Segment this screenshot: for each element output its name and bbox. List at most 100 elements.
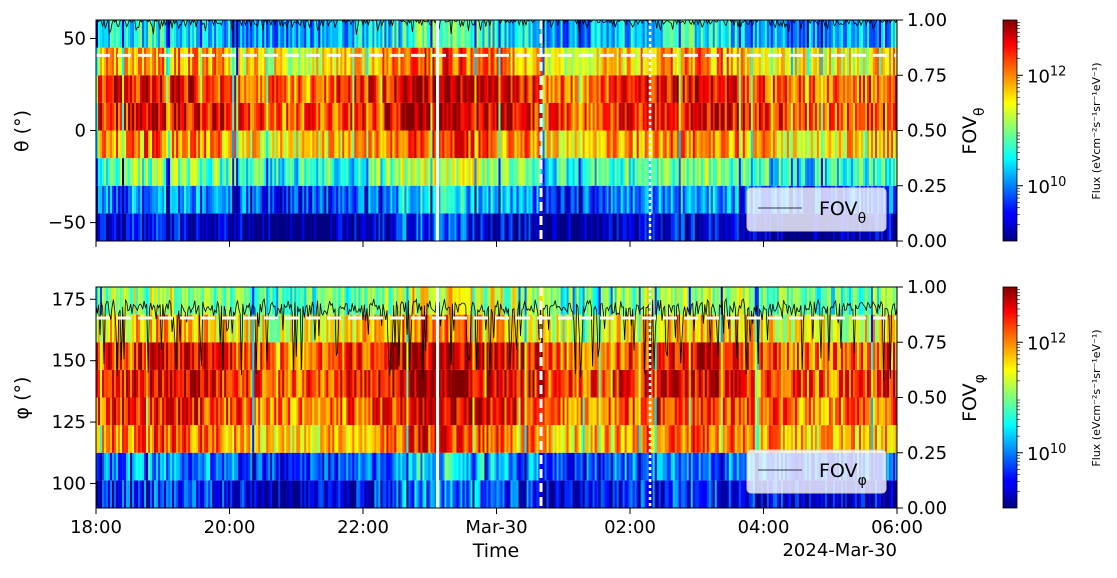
heatmap-cell xyxy=(482,213,485,241)
heatmap-cell xyxy=(106,369,109,398)
heatmap-cell xyxy=(578,185,581,214)
heatmap-cell xyxy=(454,102,457,131)
heatmap-cell xyxy=(478,75,481,103)
heatmap-cell xyxy=(208,425,211,453)
heatmap-cell xyxy=(348,158,351,186)
heatmap-cell xyxy=(552,185,555,214)
heatmap-cell xyxy=(98,102,101,131)
heatmap-cell xyxy=(634,75,638,103)
heatmap-cell xyxy=(258,102,261,131)
heatmap-cell xyxy=(448,314,451,343)
heatmap-cell xyxy=(392,158,395,186)
heatmap-cell xyxy=(788,130,792,159)
heatmap-cell xyxy=(514,185,517,214)
heatmap-cell xyxy=(272,342,275,370)
heatmap-cell xyxy=(214,75,217,103)
heatmap-cell xyxy=(482,425,485,453)
heatmap-cell xyxy=(556,158,559,186)
heatmap-cell xyxy=(354,47,357,76)
heatmap-cell xyxy=(416,47,419,76)
heatmap-cell xyxy=(384,314,387,343)
heatmap-cell xyxy=(394,452,397,481)
heatmap-cell xyxy=(272,452,275,481)
heatmap-cell xyxy=(304,480,307,508)
heatmap-cell xyxy=(468,452,471,481)
heatmap-cell xyxy=(242,158,245,186)
heatmap-cell xyxy=(578,213,581,241)
heatmap-cell xyxy=(362,369,365,398)
heatmap-cell xyxy=(370,213,373,241)
heatmap-cell xyxy=(238,480,241,508)
heatmap-cell xyxy=(438,130,441,159)
heatmap-cell xyxy=(816,75,820,103)
heatmap-cell xyxy=(322,452,325,481)
heatmap-cell xyxy=(130,47,133,76)
heatmap-cell xyxy=(382,342,385,370)
heatmap-cell xyxy=(308,213,311,241)
heatmap-cell xyxy=(478,102,481,131)
heatmap-cell xyxy=(272,185,275,214)
heatmap-cell xyxy=(336,75,339,103)
heatmap-cell xyxy=(122,397,125,426)
heatmap-cell xyxy=(132,287,135,315)
heatmap-cell xyxy=(474,75,477,103)
heatmap-cell xyxy=(440,287,443,315)
heatmap-cell xyxy=(402,342,405,370)
heatmap-cell xyxy=(364,158,367,186)
heatmap-cell xyxy=(440,397,443,426)
heatmap-cell xyxy=(152,75,155,103)
heatmap-cell xyxy=(216,130,219,159)
heatmap-cell xyxy=(320,480,323,508)
heatmap-cell xyxy=(470,213,473,241)
heatmap-cell xyxy=(688,20,692,48)
heatmap-cell xyxy=(714,130,718,159)
heatmap-cell xyxy=(320,369,323,398)
heatmap-cell xyxy=(340,369,343,398)
heatmap-cell xyxy=(406,47,409,76)
heatmap-cell xyxy=(452,425,455,453)
heatmap-cell xyxy=(116,185,119,214)
heatmap-cell xyxy=(200,158,203,186)
heatmap-cell xyxy=(486,342,489,370)
heatmap-cell xyxy=(414,314,417,343)
heatmap-cell xyxy=(546,158,549,186)
heatmap-cell xyxy=(820,75,824,103)
heatmap-cell xyxy=(422,47,425,76)
heatmap-cell xyxy=(736,47,740,76)
heatmap-cell xyxy=(126,213,129,241)
heatmap-cell xyxy=(112,75,115,103)
heatmap-cell xyxy=(250,342,253,370)
heatmap-cell xyxy=(346,213,349,241)
heatmap-cell xyxy=(344,20,347,48)
heatmap-cell xyxy=(682,185,686,214)
heatmap-cell xyxy=(290,47,293,76)
heatmap-cell xyxy=(778,47,782,76)
heatmap-cell xyxy=(624,213,628,241)
heatmap-cell xyxy=(506,342,509,370)
heatmap-cell xyxy=(598,102,602,131)
heatmap-cell xyxy=(116,130,119,159)
heatmap-cell xyxy=(258,287,261,315)
heatmap-cell xyxy=(854,75,858,103)
heatmap-cell xyxy=(724,102,728,131)
heatmap-cell xyxy=(160,158,163,186)
heatmap-cell xyxy=(588,130,592,159)
heatmap-cell xyxy=(440,102,443,131)
heatmap-cell xyxy=(114,314,117,343)
heatmap-cell xyxy=(100,397,103,426)
heatmap-cell xyxy=(380,20,383,48)
heatmap-cell xyxy=(180,480,183,508)
heatmap-cell xyxy=(278,452,281,481)
heatmap-cell xyxy=(210,369,213,398)
heatmap-cell xyxy=(420,158,423,186)
heatmap-cell xyxy=(322,480,325,508)
heatmap-cell xyxy=(416,452,419,481)
heatmap-cell xyxy=(390,314,393,343)
heatmap-cell xyxy=(182,185,185,214)
heatmap-cell xyxy=(406,342,409,370)
heatmap-cell xyxy=(312,314,315,343)
heatmap-cell xyxy=(760,158,764,186)
fov-tick-label: 0.00 xyxy=(907,231,947,252)
heatmap-cell xyxy=(98,75,101,103)
heatmap-cell xyxy=(478,369,481,398)
